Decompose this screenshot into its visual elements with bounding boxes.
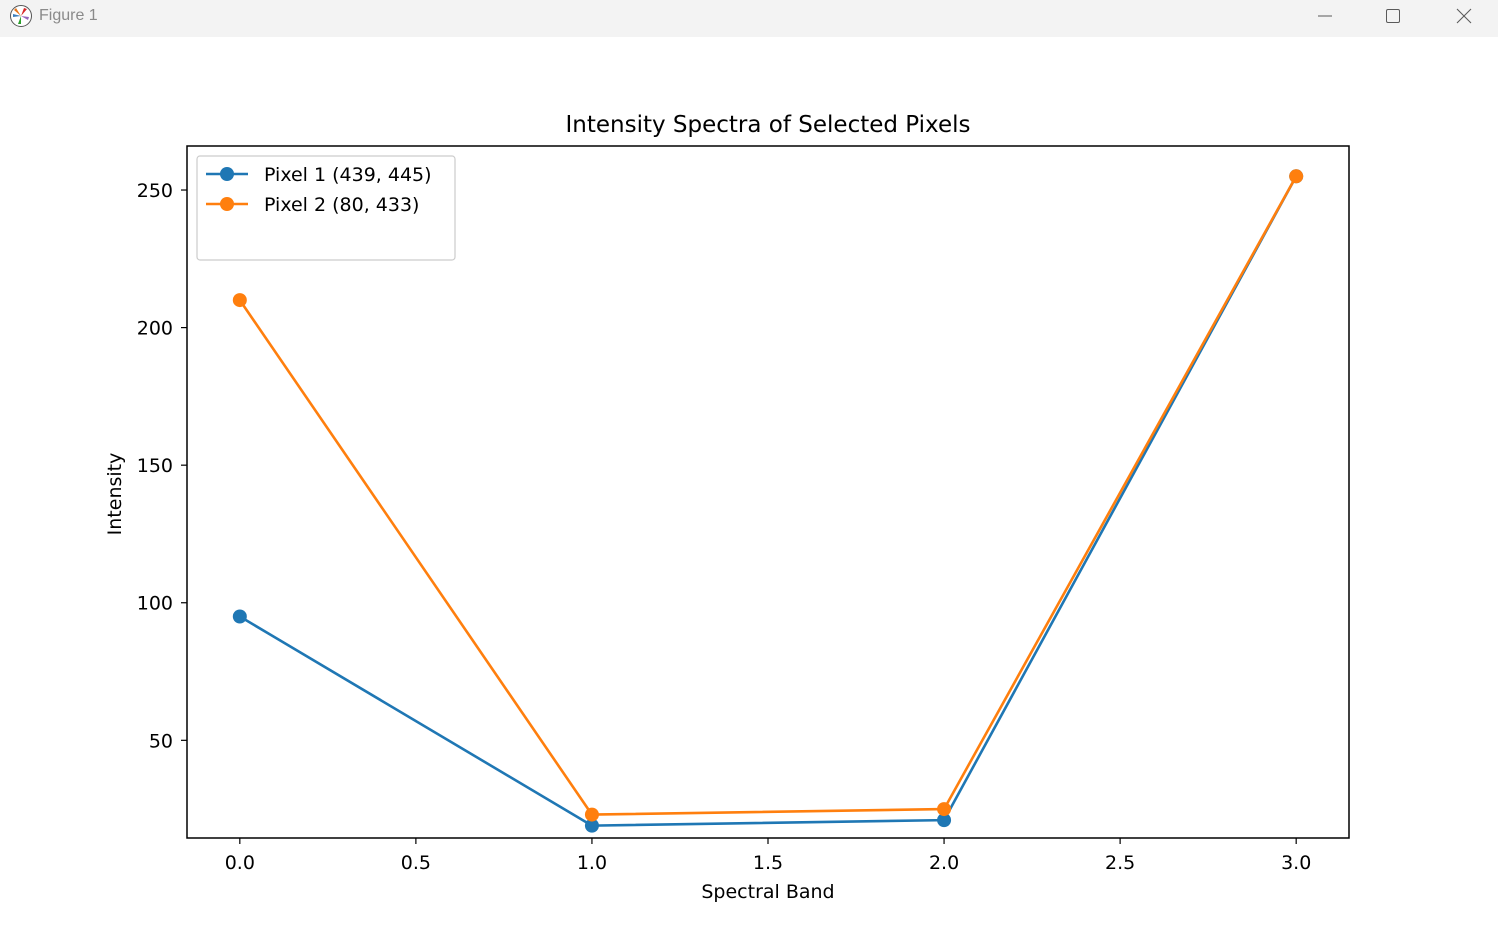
minimize-icon bbox=[1318, 15, 1332, 17]
data-point-series-2 bbox=[584, 807, 599, 822]
x-tick-label: 3.0 bbox=[1281, 852, 1311, 874]
y-tick-label: 150 bbox=[137, 455, 173, 477]
legend-label: Pixel 1 (439, 445) bbox=[264, 164, 432, 186]
x-tick-label: 1.0 bbox=[577, 852, 607, 874]
y-tick-label: 250 bbox=[137, 180, 173, 202]
legend-item: Pixel 2 (80, 433) bbox=[206, 194, 419, 216]
window-titlebar: Figure 1 bbox=[0, 0, 1498, 37]
y-tick-label: 100 bbox=[137, 593, 173, 615]
x-tick-label: 2.5 bbox=[1105, 852, 1135, 874]
data-point-series-1 bbox=[937, 813, 952, 828]
data-point-series-2 bbox=[232, 293, 247, 308]
series-line-2 bbox=[238, 175, 1298, 816]
close-button[interactable] bbox=[1441, 0, 1487, 32]
data-point-series-2 bbox=[1289, 169, 1304, 184]
x-tick-label: 0.5 bbox=[401, 852, 431, 874]
minimize-button[interactable] bbox=[1302, 0, 1348, 32]
y-axis: 50 100 150 200 250 bbox=[137, 180, 187, 752]
y-axis-label: Intensity bbox=[104, 453, 126, 536]
x-axis: 0.0 0.5 1.0 1.5 2.0 2.5 3.0 bbox=[225, 838, 1311, 874]
y-tick-label: 200 bbox=[137, 318, 173, 340]
chart-title: Intensity Spectra of Selected Pixels bbox=[566, 112, 971, 138]
series-line-1 bbox=[239, 175, 1298, 827]
legend: Pixel 1 (439, 445) Pixel 2 (80, 433) bbox=[196, 155, 456, 261]
line-chart: Intensity Spectra of Selected Pixels 0.0… bbox=[104, 112, 1350, 903]
legend-marker bbox=[220, 167, 234, 181]
data-point-series-1 bbox=[232, 609, 247, 624]
window-title: Figure 1 bbox=[39, 7, 98, 24]
maximize-icon bbox=[1386, 9, 1400, 23]
legend-item: Pixel 1 (439, 445) bbox=[206, 164, 432, 186]
maximize-button[interactable] bbox=[1370, 0, 1416, 32]
y-tick-label: 50 bbox=[149, 730, 173, 752]
close-icon bbox=[1456, 8, 1472, 24]
x-tick-label: 2.0 bbox=[929, 852, 959, 874]
data-point-series-1 bbox=[584, 818, 599, 833]
x-axis-label: Spectral Band bbox=[701, 881, 834, 903]
legend-frame bbox=[196, 155, 456, 261]
legend-label: Pixel 2 (80, 433) bbox=[264, 194, 419, 216]
x-tick-label: 0.0 bbox=[225, 852, 255, 874]
x-tick-label: 1.5 bbox=[753, 852, 783, 874]
data-point-series-2 bbox=[937, 802, 952, 817]
matplotlib-logo-icon bbox=[10, 5, 32, 27]
series-layer bbox=[232, 169, 1304, 833]
legend-marker bbox=[220, 197, 234, 211]
figure-canvas: Intensity Spectra of Selected Pixels 0.0… bbox=[0, 37, 1498, 937]
